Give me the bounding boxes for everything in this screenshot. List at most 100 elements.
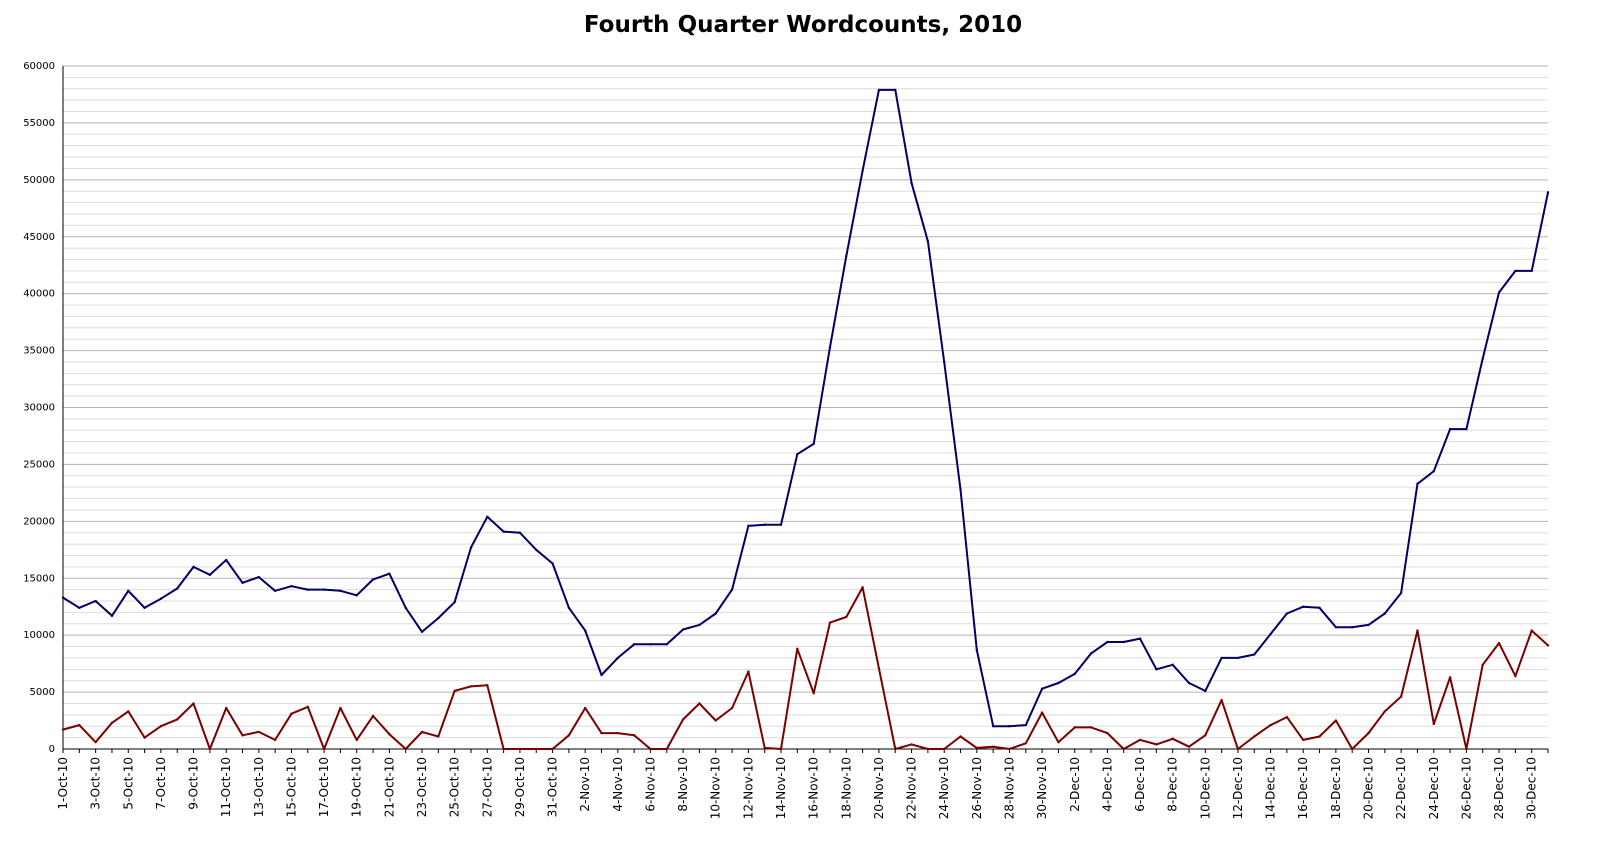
data-point bbox=[1269, 632, 1272, 636]
data-point bbox=[78, 723, 81, 727]
data-point bbox=[1399, 695, 1403, 698]
chart-title: Fourth Quarter Wordcounts, 2010 bbox=[583, 12, 1023, 38]
data-point bbox=[779, 523, 783, 526]
data-point bbox=[665, 747, 668, 751]
data-point bbox=[551, 747, 554, 751]
x-tick-label: 24-Dec-10 bbox=[1427, 757, 1441, 819]
data-point bbox=[110, 721, 114, 725]
data-point bbox=[94, 599, 97, 603]
data-point bbox=[1057, 740, 1060, 744]
data-point bbox=[241, 734, 244, 737]
data-point bbox=[306, 588, 309, 591]
x-tick-label: 28-Nov-10 bbox=[1002, 757, 1016, 819]
data-point bbox=[1008, 725, 1011, 728]
data-point bbox=[779, 747, 783, 751]
data-point bbox=[1432, 722, 1435, 726]
data-point bbox=[1253, 735, 1256, 738]
data-point bbox=[127, 589, 130, 592]
data-point bbox=[681, 628, 685, 631]
x-tick-label: 1-Oct-10 bbox=[56, 757, 70, 810]
data-point bbox=[1204, 734, 1207, 737]
x-tick-label: 7-Oct-10 bbox=[154, 757, 168, 810]
data-point bbox=[1057, 681, 1060, 685]
y-tick-label: 5000 bbox=[30, 687, 55, 698]
data-point bbox=[828, 345, 832, 349]
x-tick-label: 12-Nov-10 bbox=[741, 757, 755, 819]
data-point bbox=[404, 606, 407, 610]
data-point bbox=[94, 740, 97, 744]
data-point bbox=[910, 182, 913, 185]
x-tick-label: 27-Oct-10 bbox=[480, 757, 494, 817]
data-point bbox=[1481, 357, 1484, 360]
data-point bbox=[1318, 606, 1321, 610]
data-point bbox=[1302, 605, 1305, 608]
data-point bbox=[943, 747, 946, 751]
data-point bbox=[861, 586, 864, 589]
data-point bbox=[241, 581, 244, 585]
x-tick-label: 30-Dec-10 bbox=[1525, 757, 1539, 819]
data-point bbox=[1399, 591, 1403, 595]
x-tick-label: 14-Nov-10 bbox=[774, 757, 788, 819]
data-point bbox=[404, 747, 407, 751]
x-tick-label: 28-Dec-10 bbox=[1492, 757, 1506, 819]
data-point bbox=[192, 702, 195, 705]
x-tick-label: 10-Nov-10 bbox=[709, 757, 723, 819]
data-point bbox=[551, 562, 554, 565]
y-tick-label: 15000 bbox=[23, 573, 55, 584]
data-point bbox=[502, 530, 505, 533]
data-point bbox=[943, 360, 946, 364]
data-point bbox=[1481, 663, 1484, 666]
data-point bbox=[224, 706, 228, 710]
x-tick-label: 2-Nov-10 bbox=[578, 757, 592, 812]
x-tick-label: 6-Dec-10 bbox=[1133, 757, 1147, 812]
data-point bbox=[600, 731, 603, 735]
x-tick-label: 22-Dec-10 bbox=[1394, 757, 1408, 819]
data-point bbox=[567, 606, 571, 610]
data-point bbox=[1285, 715, 1289, 719]
series-line-1 bbox=[62, 88, 1549, 728]
data-point bbox=[1089, 652, 1093, 655]
x-tick-label: 22-Nov-10 bbox=[905, 757, 919, 819]
data-point bbox=[763, 746, 766, 750]
data-point bbox=[1318, 735, 1321, 738]
data-point bbox=[208, 747, 212, 751]
data-point bbox=[583, 629, 587, 632]
data-point bbox=[61, 596, 65, 599]
data-point bbox=[1024, 742, 1028, 745]
data-point bbox=[420, 630, 424, 633]
data-point bbox=[322, 747, 326, 751]
data-point bbox=[1040, 687, 1044, 690]
data-point bbox=[1465, 747, 1468, 751]
data-point bbox=[1253, 653, 1256, 656]
data-point bbox=[1008, 747, 1011, 751]
data-point bbox=[1302, 738, 1305, 742]
x-tick-label: 19-Oct-10 bbox=[350, 757, 364, 817]
y-tick-label: 45000 bbox=[23, 232, 55, 243]
data-point bbox=[127, 710, 130, 713]
data-point bbox=[176, 718, 179, 721]
data-point bbox=[535, 548, 538, 551]
x-tick-label: 12-Dec-10 bbox=[1231, 757, 1245, 819]
data-point bbox=[1416, 629, 1419, 632]
data-point bbox=[828, 621, 832, 624]
data-point bbox=[632, 643, 636, 646]
data-point bbox=[1171, 663, 1174, 666]
data-point bbox=[273, 738, 277, 742]
data-point bbox=[632, 734, 636, 737]
x-tick-label: 4-Dec-10 bbox=[1100, 757, 1114, 812]
y-tick-label: 50000 bbox=[23, 175, 55, 186]
x-tick-label: 5-Oct-10 bbox=[121, 757, 135, 810]
data-point bbox=[616, 731, 620, 735]
data-point bbox=[1383, 612, 1387, 615]
data-point bbox=[1334, 719, 1338, 722]
data-point bbox=[208, 573, 212, 577]
data-point bbox=[567, 734, 571, 737]
x-tick-label: 23-Oct-10 bbox=[415, 757, 429, 817]
data-point bbox=[1497, 291, 1501, 294]
data-point bbox=[110, 614, 114, 618]
data-point bbox=[894, 88, 897, 92]
data-point bbox=[192, 565, 195, 569]
data-point bbox=[1448, 427, 1452, 431]
data-point bbox=[926, 747, 930, 751]
data-point bbox=[437, 616, 440, 620]
